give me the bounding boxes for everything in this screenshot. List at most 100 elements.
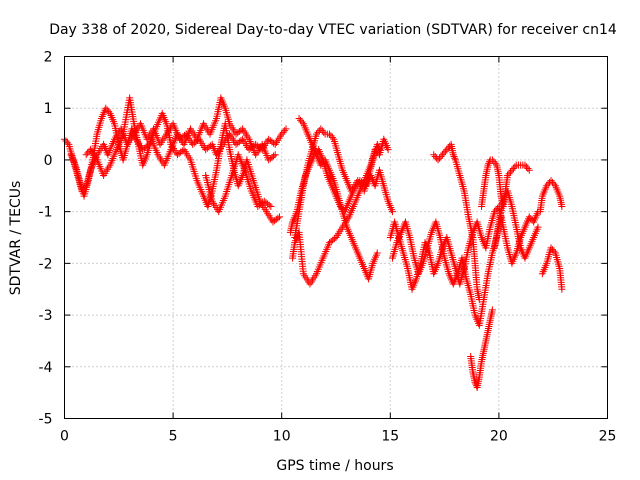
data-point <box>270 152 278 160</box>
y-tick-label: 2 <box>44 50 53 66</box>
data-point <box>534 223 542 231</box>
chart-title: Day 338 of 2020, Sidereal Day-to-day VTE… <box>49 22 617 38</box>
data-point <box>548 178 556 186</box>
data-point <box>440 149 448 157</box>
data-point <box>438 151 446 159</box>
data-point <box>509 165 517 173</box>
plot-frame <box>64 56 608 419</box>
data-point <box>547 244 555 252</box>
data-point <box>388 208 396 216</box>
data-point <box>521 161 529 169</box>
data-point <box>491 159 499 167</box>
data-point <box>475 296 483 304</box>
data-point <box>430 151 438 159</box>
data-point <box>527 215 535 223</box>
data-point <box>317 125 325 133</box>
data-point <box>436 154 444 162</box>
data-point <box>492 206 500 214</box>
data-point <box>525 213 533 221</box>
data-point <box>375 146 383 154</box>
data-point <box>511 163 519 171</box>
data-point <box>318 159 326 167</box>
data-point <box>62 137 70 145</box>
data-point <box>451 154 459 162</box>
data-point <box>506 168 514 176</box>
data-point <box>443 146 451 154</box>
data-point <box>437 152 445 160</box>
data-point <box>488 156 496 164</box>
data-point <box>82 151 90 159</box>
x-tick-label: 20 <box>490 429 508 445</box>
data-point <box>449 151 457 159</box>
data-point <box>63 139 71 147</box>
data-point <box>318 127 326 135</box>
x-tick-label: 25 <box>599 429 617 445</box>
data-point <box>525 166 533 174</box>
data-point <box>271 151 279 159</box>
data-point <box>276 213 284 221</box>
data-point <box>298 118 306 126</box>
data-point <box>373 140 381 148</box>
data-point <box>327 132 335 140</box>
data-point <box>265 201 273 209</box>
data-point <box>450 152 458 160</box>
x-tick-label: 5 <box>169 429 178 445</box>
data-point <box>178 147 186 155</box>
data-point <box>274 214 282 222</box>
y-tick-label: -1 <box>39 205 53 221</box>
x-axis-label: GPS time / hours <box>276 458 393 474</box>
data-point <box>84 149 92 157</box>
y-axis-label: SDTVAR / TECUs <box>8 181 24 296</box>
data-point <box>491 208 499 216</box>
data-point <box>434 156 442 164</box>
y-tick-label: -4 <box>39 360 53 376</box>
x-tick-label: 15 <box>381 429 399 445</box>
data-point <box>550 180 558 188</box>
y-tick-label: -2 <box>39 256 53 272</box>
data-point <box>504 171 512 179</box>
data-point <box>524 165 532 173</box>
data-point <box>384 146 392 154</box>
data-point <box>508 166 516 174</box>
data-point <box>485 159 493 167</box>
data-point <box>522 163 530 171</box>
data-point <box>441 147 449 155</box>
y-tick-label: -5 <box>39 412 53 428</box>
data-point <box>297 116 305 124</box>
data-point <box>317 161 325 169</box>
data-point <box>488 306 496 314</box>
data-point <box>295 115 303 123</box>
data-point <box>320 128 328 136</box>
data-point <box>543 182 551 190</box>
data-point <box>550 247 558 255</box>
data-point <box>548 246 556 254</box>
data-point <box>237 137 245 145</box>
data-point <box>312 130 320 138</box>
data-point <box>102 104 110 112</box>
data-point <box>281 127 289 135</box>
data-point <box>484 161 492 169</box>
data-point <box>505 170 513 178</box>
data-point <box>278 130 286 138</box>
data-point <box>547 177 555 185</box>
x-tick-label: 0 <box>60 429 69 445</box>
data-point <box>490 158 498 166</box>
data-point <box>103 106 111 114</box>
data-point <box>325 130 333 138</box>
data-point <box>558 202 566 210</box>
data-point <box>373 249 381 257</box>
data-point <box>328 134 336 142</box>
y-tick-label: 0 <box>44 153 53 169</box>
data-point <box>330 235 338 243</box>
data-point <box>279 128 287 136</box>
data-point <box>105 108 113 116</box>
data-point <box>444 144 452 152</box>
data-points <box>61 94 566 391</box>
data-point <box>374 142 382 150</box>
data-point <box>237 126 245 134</box>
data-point <box>282 125 290 133</box>
data-point <box>270 139 278 147</box>
data-point <box>558 285 566 293</box>
